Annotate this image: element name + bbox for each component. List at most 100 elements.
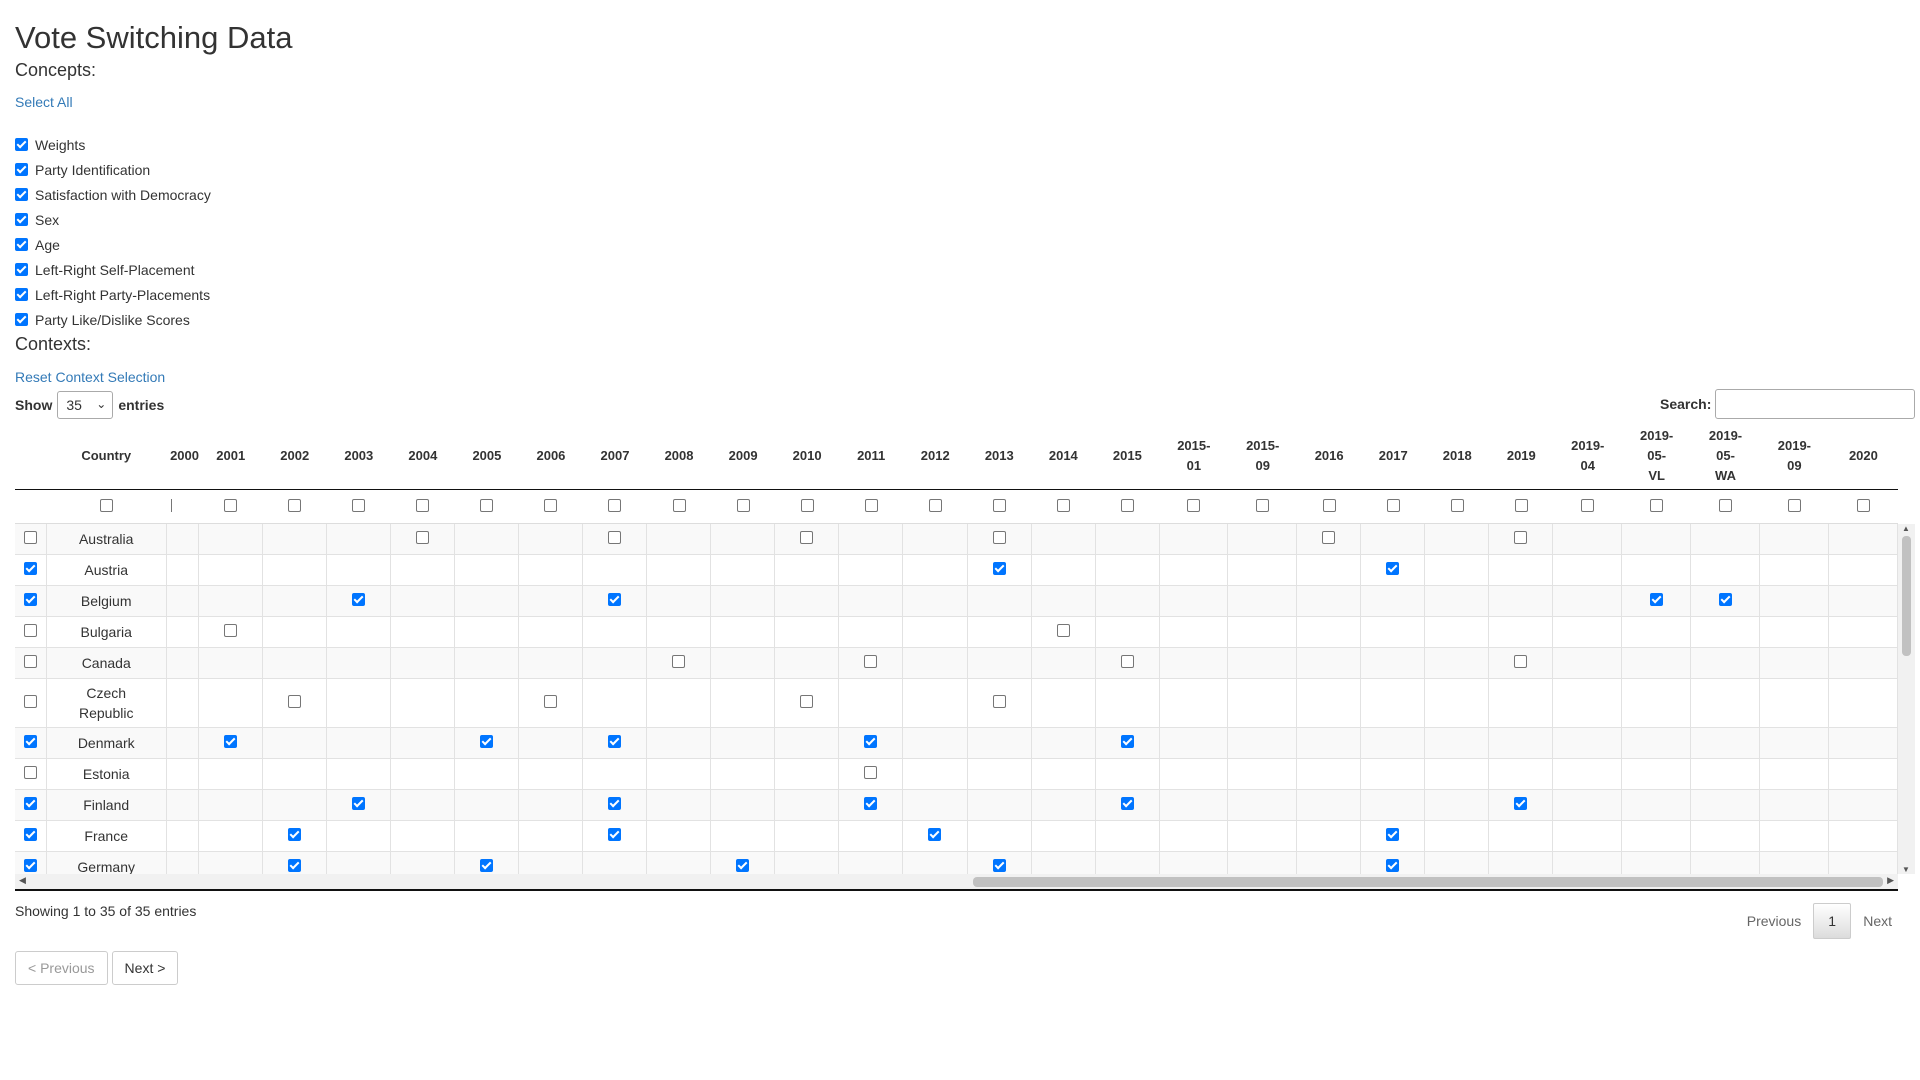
entries-select[interactable]: 35 ⌄ [57, 391, 114, 419]
year-column-header[interactable]: 2019 [1489, 423, 1554, 490]
concept-item[interactable]: Sex [15, 207, 1920, 232]
year-column-header[interactable]: 2015- 01 [1159, 423, 1229, 490]
column-select-checkbox[interactable] [608, 498, 622, 512]
context-checkbox[interactable] [1322, 531, 1336, 544]
context-checkbox[interactable] [800, 695, 814, 708]
context-checkbox[interactable] [480, 735, 494, 748]
column-select-checkbox[interactable] [416, 498, 430, 512]
year-column-header[interactable]: 2003 [326, 423, 391, 490]
context-checkbox[interactable] [864, 797, 878, 810]
scroll-left-icon[interactable]: ◀ [19, 875, 26, 885]
context-checkbox[interactable] [1120, 797, 1134, 810]
country-column-header[interactable]: Country [46, 423, 167, 490]
context-checkbox[interactable] [1514, 655, 1528, 668]
vertical-scroll-thumb[interactable] [1902, 536, 1911, 656]
column-select-checkbox[interactable] [864, 498, 878, 512]
context-checkbox[interactable] [992, 695, 1006, 708]
search-input[interactable] [1715, 389, 1916, 419]
context-checkbox[interactable] [480, 859, 494, 872]
concept-checkbox[interactable] [15, 213, 28, 226]
concept-checkbox[interactable] [15, 288, 28, 301]
concept-checkbox[interactable] [15, 263, 28, 276]
context-checkbox[interactable] [800, 531, 814, 544]
year-column-header[interactable]: 2009 [711, 423, 776, 490]
context-checkbox[interactable] [1056, 624, 1070, 637]
context-checkbox[interactable] [352, 797, 366, 810]
context-checkbox[interactable] [1386, 562, 1400, 575]
concept-item[interactable]: Party Identification [15, 157, 1920, 182]
column-select-checkbox[interactable] [167, 498, 173, 512]
column-select-checkbox[interactable] [1322, 498, 1336, 512]
scroll-right-icon[interactable]: ▶ [1887, 875, 1894, 885]
concept-checkbox[interactable] [15, 138, 28, 151]
context-checkbox[interactable] [1120, 735, 1134, 748]
year-column-header[interactable]: 2020 [1828, 423, 1898, 490]
concept-checkbox[interactable] [15, 238, 28, 251]
year-column-header[interactable]: 2007 [582, 423, 648, 490]
scroll-up-icon[interactable]: ▲ [1902, 524, 1910, 533]
year-column-header[interactable]: 2015 [1095, 423, 1160, 490]
column-select-checkbox[interactable] [1719, 498, 1733, 512]
year-column-header[interactable]: 2018 [1425, 423, 1490, 490]
context-checkbox[interactable] [288, 859, 302, 872]
row-select-checkbox[interactable] [23, 655, 37, 668]
concept-item[interactable]: Weights [15, 132, 1920, 157]
year-column-header[interactable]: 2019- 05- VL [1622, 423, 1692, 490]
column-select-checkbox[interactable] [672, 498, 686, 512]
vertical-scrollbar[interactable]: ▲ ▼ [1898, 524, 1915, 874]
context-checkbox[interactable] [736, 859, 750, 872]
pagination-next[interactable]: Next [1863, 913, 1892, 929]
year-column-header[interactable]: 2019- 04 [1553, 423, 1623, 490]
column-select-checkbox[interactable] [1650, 498, 1664, 512]
context-checkbox[interactable] [864, 766, 878, 779]
year-column-header[interactable]: 2006 [518, 423, 583, 490]
row-select-checkbox[interactable] [23, 624, 37, 637]
row-select-checkbox[interactable] [23, 828, 37, 841]
context-checkbox[interactable] [1514, 797, 1528, 810]
context-checkbox[interactable] [608, 531, 622, 544]
column-select-checkbox[interactable] [480, 498, 494, 512]
year-column-header[interactable]: 2019- 05- WA [1691, 423, 1760, 490]
year-column-header[interactable]: 2000 [166, 423, 199, 490]
context-checkbox[interactable] [1386, 859, 1400, 872]
column-select-checkbox[interactable] [1856, 498, 1870, 512]
row-select-checkbox[interactable] [23, 859, 37, 872]
pagination-previous[interactable]: Previous [1746, 913, 1802, 929]
concept-item[interactable]: Left-Right Party-Placements [15, 282, 1920, 307]
context-checkbox[interactable] [608, 735, 622, 748]
concept-item[interactable]: Left-Right Self-Placement [15, 257, 1920, 282]
reset-context-link[interactable]: Reset Context Selection [15, 369, 166, 385]
column-select-checkbox[interactable] [1581, 498, 1595, 512]
select-all-link[interactable]: Select All [15, 94, 73, 110]
context-checkbox[interactable] [288, 695, 302, 708]
year-column-header[interactable]: 2005 [454, 423, 519, 490]
row-select-checkbox[interactable] [23, 735, 37, 748]
column-select-checkbox[interactable] [1120, 498, 1134, 512]
context-checkbox[interactable] [1386, 828, 1400, 841]
row-select-checkbox[interactable] [23, 797, 37, 810]
column-select-checkbox[interactable] [1056, 498, 1070, 512]
context-checkbox[interactable] [1120, 655, 1134, 668]
context-checkbox[interactable] [288, 828, 302, 841]
scroll-down-icon[interactable]: ▼ [1902, 865, 1910, 874]
previous-step-button[interactable]: < Previous [15, 951, 108, 985]
context-checkbox[interactable] [864, 735, 878, 748]
table-scroll-body[interactable]: Australia Austria Belgium Bulgaria Canada Cze… [15, 524, 1915, 874]
concept-checkbox[interactable] [15, 313, 28, 326]
context-checkbox[interactable] [992, 531, 1006, 544]
column-select-checkbox[interactable] [352, 498, 366, 512]
select-all-countries-checkbox[interactable] [99, 498, 113, 512]
year-column-header[interactable]: 2012 [903, 423, 968, 490]
context-checkbox[interactable] [992, 859, 1006, 872]
column-select-checkbox[interactable] [800, 498, 814, 512]
concept-item[interactable]: Satisfaction with Democracy [15, 182, 1920, 207]
column-select-checkbox[interactable] [224, 498, 238, 512]
context-checkbox[interactable] [864, 655, 878, 668]
year-column-header[interactable]: 2016 [1297, 423, 1362, 490]
column-select-checkbox[interactable] [1386, 498, 1400, 512]
column-select-checkbox[interactable] [1514, 498, 1528, 512]
year-column-header[interactable]: 2002 [262, 423, 327, 490]
column-select-checkbox[interactable] [992, 498, 1006, 512]
context-checkbox[interactable] [416, 531, 430, 544]
context-checkbox[interactable] [608, 797, 622, 810]
